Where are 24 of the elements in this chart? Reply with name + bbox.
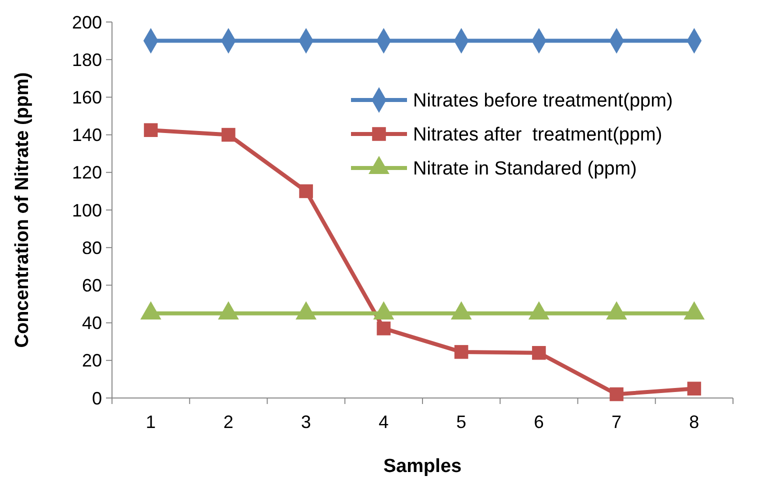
legend-label: Nitrates before treatment(ppm) xyxy=(413,90,673,112)
x-tick-label: 7 xyxy=(612,412,622,432)
x-tick-label: 2 xyxy=(223,412,234,432)
y-tick-label: 80 xyxy=(82,238,102,258)
y-tick-label: 60 xyxy=(82,276,102,296)
x-tick-label: 3 xyxy=(301,412,312,432)
y-tick-label: 200 xyxy=(72,12,102,32)
x-tick-label: 6 xyxy=(534,412,544,432)
y-tick-label: 40 xyxy=(82,313,102,334)
y-tick-label: 120 xyxy=(72,162,102,183)
legend-label: Nitrates after treatment(ppm) xyxy=(413,124,662,146)
x-tick-label: 5 xyxy=(456,412,466,432)
y-axis-title: Concentration of Nitrate (ppm) xyxy=(12,72,33,348)
y-tick-label: 140 xyxy=(72,125,102,146)
y-tick-label: 160 xyxy=(72,88,102,108)
y-tick-label: 180 xyxy=(72,50,102,70)
x-tick-label: 4 xyxy=(378,412,389,432)
y-tick-label: 20 xyxy=(82,350,102,371)
legend-label: Nitrate in Standared (ppm) xyxy=(413,158,637,180)
x-tick-label: 8 xyxy=(689,412,700,432)
y-tick-label: 100 xyxy=(72,200,102,220)
x-axis-title: Samples xyxy=(383,456,462,477)
y-tick-label: 0 xyxy=(92,388,102,408)
x-tick-label: 1 xyxy=(146,412,156,432)
